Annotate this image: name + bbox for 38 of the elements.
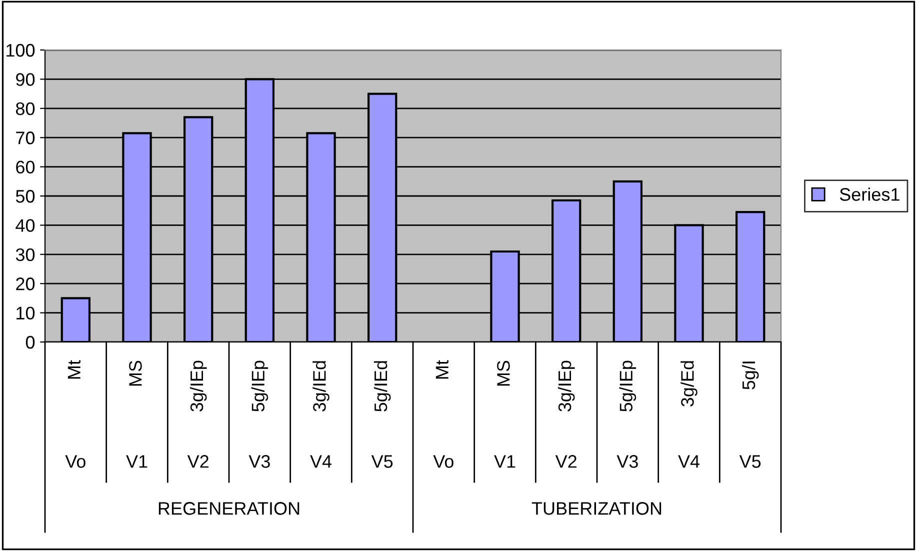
- y-tick-label: 40: [16, 219, 35, 232]
- text: V4: [310, 455, 332, 468]
- y-tick-label: 20: [16, 278, 35, 290]
- x-tick-label: MS: [129, 360, 142, 386]
- x-tick-label: 5g/I: [742, 362, 759, 390]
- x-tick-label: Mt: [436, 360, 448, 379]
- text: Vo: [433, 455, 454, 468]
- y-tick-label: 0: [26, 336, 35, 349]
- text: V1: [494, 455, 516, 468]
- x-tick-label: 3g/IEp: [190, 360, 207, 412]
- y-tick-label: 30: [16, 248, 35, 262]
- x-tick-label: 3g/Ed: [680, 361, 698, 406]
- text: V5: [371, 455, 393, 468]
- y-tick-label: 80: [16, 102, 35, 116]
- x-tick-label: 3g/IEp: [558, 360, 575, 412]
- y-tick-label: 70: [16, 132, 35, 144]
- text: V3: [248, 455, 270, 468]
- x-tick-label: 5g/IEp: [619, 360, 636, 412]
- x-tick-label: MS: [497, 360, 510, 386]
- text: Vo: [65, 455, 86, 468]
- text: REGENERATION: [158, 502, 300, 515]
- text: V1: [126, 455, 148, 468]
- text: V4: [678, 455, 700, 468]
- y-tick-label: 100: [6, 44, 35, 57]
- y-tick-label: 90: [16, 73, 35, 86]
- text: V2: [187, 455, 208, 468]
- x-tick-label: Mt: [68, 360, 80, 379]
- x-tick-label: 3g/IEd: [312, 361, 330, 412]
- y-tick-label: 10: [16, 306, 35, 320]
- y-tick-label: 60: [16, 160, 35, 174]
- text: TUBERIZATION: [532, 502, 662, 515]
- text: V3: [616, 455, 638, 468]
- x-tick-label: 5g/IEp: [251, 360, 268, 412]
- text: V2: [555, 455, 576, 468]
- y-tick-label: 50: [16, 190, 35, 203]
- x-tick-label: 5g/IEd: [374, 361, 391, 412]
- legend-label: Series1: [840, 188, 900, 201]
- text: V5: [739, 455, 761, 468]
